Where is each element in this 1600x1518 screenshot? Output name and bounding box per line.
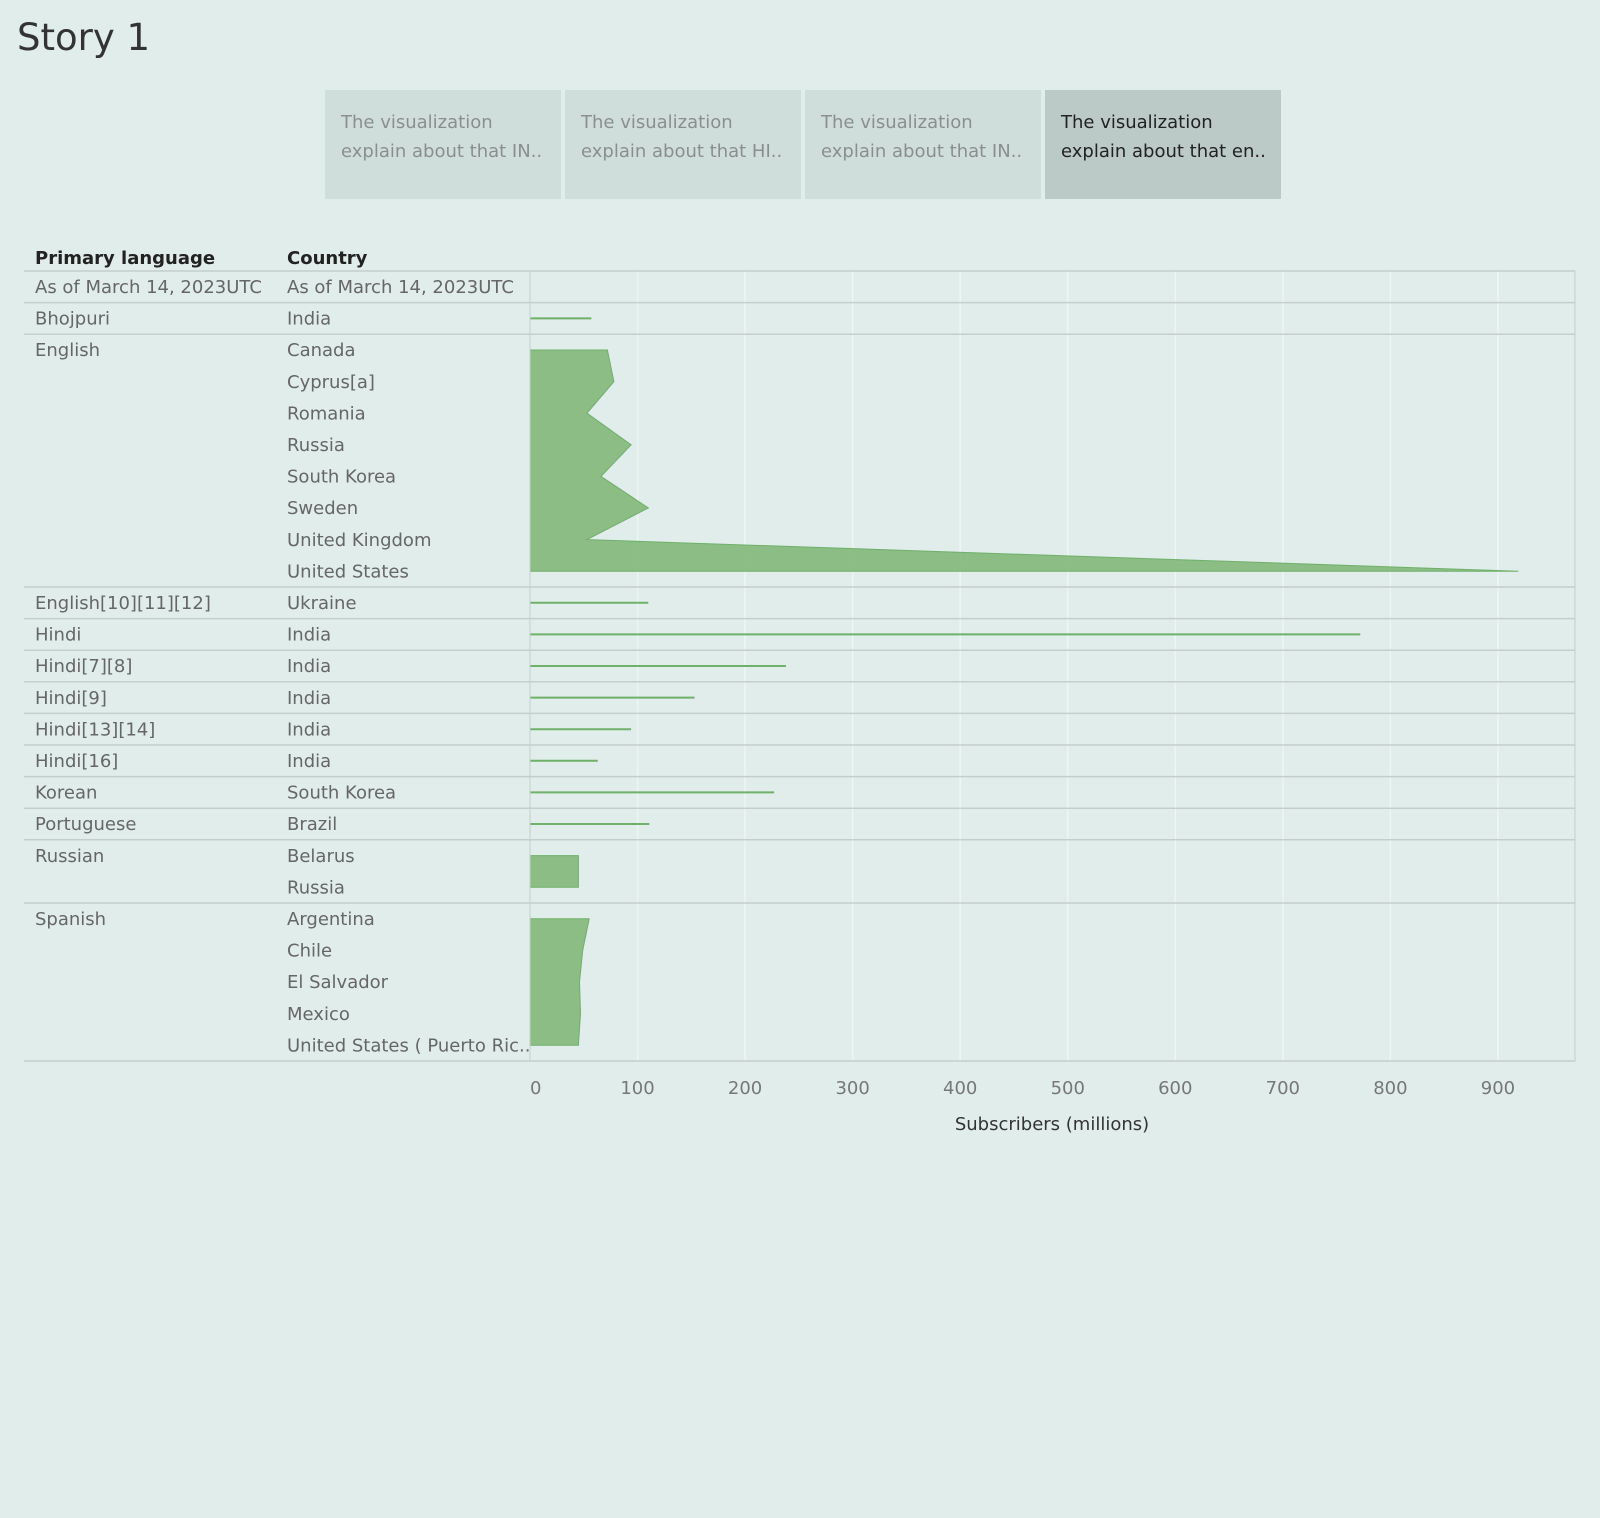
row-label-country: India bbox=[287, 719, 331, 740]
row-label-language: Hindi[13][14] bbox=[35, 719, 155, 740]
row-label-country: South Korea bbox=[287, 467, 396, 488]
story-tab-line: explain about that en.. bbox=[1061, 141, 1266, 162]
x-tick-label: 800 bbox=[1373, 1078, 1407, 1099]
story-tab-line: The visualization bbox=[341, 112, 493, 133]
row-label-language: Russian bbox=[35, 846, 104, 867]
story-tab-line: The visualization bbox=[1061, 112, 1213, 133]
row-label-country: Canada bbox=[287, 340, 356, 361]
x-tick-label: 0 bbox=[530, 1078, 541, 1099]
row-label-country: United Kingdom bbox=[287, 530, 431, 551]
story-tab-3[interactable]: The visualization explain about that IN.… bbox=[805, 90, 1041, 199]
row-label-country: Russia bbox=[287, 435, 345, 456]
row-label-language: Hindi[7][8] bbox=[35, 656, 132, 677]
x-tick-label: 200 bbox=[728, 1078, 762, 1099]
story-tab-line: explain about that IN.. bbox=[821, 141, 1023, 162]
story-tab-line: explain about that HI.. bbox=[581, 141, 783, 162]
row-label-country: United States bbox=[287, 561, 409, 582]
row-label-language: As of March 14, 2023UTC bbox=[35, 277, 262, 298]
row-label-country: India bbox=[287, 625, 331, 646]
story-tab-1[interactable]: The visualization explain about that IN.… bbox=[325, 90, 561, 199]
row-label-language: Hindi[9] bbox=[35, 688, 107, 709]
row-label-language: Hindi bbox=[35, 625, 81, 646]
story-tab-line: The visualization bbox=[581, 112, 733, 133]
x-tick-label: 100 bbox=[620, 1078, 654, 1099]
x-tick-label: 600 bbox=[1158, 1078, 1192, 1099]
row-label-language: English[10][11][12] bbox=[35, 593, 211, 614]
row-label-country: United States ( Puerto Ric.. bbox=[287, 1035, 530, 1056]
row-label-language: Bhojpuri bbox=[35, 309, 110, 330]
story-tab-4[interactable]: The visualization explain about that en.… bbox=[1045, 90, 1281, 199]
x-tick-label: 700 bbox=[1266, 1078, 1300, 1099]
row-label-country: India bbox=[287, 656, 331, 677]
story-title: Story 1 bbox=[17, 16, 151, 59]
story-tabs: The visualization explain about that IN.… bbox=[325, 90, 1285, 199]
x-tick-label: 400 bbox=[943, 1078, 977, 1099]
row-label-country: India bbox=[287, 688, 331, 709]
row-label-country: Belarus bbox=[287, 846, 355, 867]
row-label-country: Brazil bbox=[287, 814, 337, 835]
row-label-language: Korean bbox=[35, 783, 97, 804]
header-primary-language: Primary language bbox=[35, 248, 215, 269]
row-label-language: Portuguese bbox=[35, 814, 136, 835]
area-mark bbox=[529, 349, 1519, 572]
x-tick-label: 500 bbox=[1051, 1078, 1085, 1099]
row-label-country: Ukraine bbox=[287, 593, 357, 614]
row-label-country: As of March 14, 2023UTC bbox=[287, 277, 514, 298]
area-mark bbox=[529, 918, 590, 1046]
row-label-country: Argentina bbox=[287, 909, 375, 930]
x-tick-label: 300 bbox=[835, 1078, 869, 1099]
row-label-country: India bbox=[287, 309, 331, 330]
area-mark bbox=[529, 855, 579, 888]
story-tab-line: The visualization bbox=[821, 112, 973, 133]
story-tab-line: explain about that IN.. bbox=[341, 141, 543, 162]
row-label-country: Romania bbox=[287, 403, 366, 424]
row-label-country: Mexico bbox=[287, 1004, 350, 1025]
row-label-language: English bbox=[35, 340, 100, 361]
x-axis-label: Subscribers (millions) bbox=[955, 1114, 1149, 1135]
row-label-country: Cyprus[a] bbox=[287, 372, 375, 393]
row-label-country: Russia bbox=[287, 877, 345, 898]
row-label-country: India bbox=[287, 751, 331, 772]
row-label-language: Hindi[16] bbox=[35, 751, 118, 772]
row-label-country: South Korea bbox=[287, 783, 396, 804]
row-label-language: Spanish bbox=[35, 909, 106, 930]
x-tick-label: 900 bbox=[1481, 1078, 1515, 1099]
story-tab-2[interactable]: The visualization explain about that HI.… bbox=[565, 90, 801, 199]
row-label-country: Chile bbox=[287, 941, 332, 962]
header-country: Country bbox=[287, 248, 368, 269]
row-label-country: Sweden bbox=[287, 498, 358, 519]
row-label-country: El Salvador bbox=[287, 972, 389, 993]
